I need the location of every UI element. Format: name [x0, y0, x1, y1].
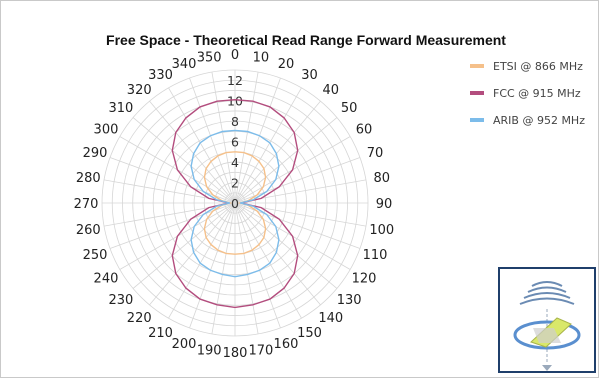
angle-tick-label: 240 [94, 272, 119, 287]
angle-tick-label: 250 [83, 248, 108, 263]
angle-tick-label: 40 [323, 83, 340, 98]
radial-tick-label: 6 [231, 135, 239, 150]
angle-tick-label: 100 [369, 223, 394, 238]
legend-swatch [470, 118, 484, 122]
angle-tick-label: 300 [94, 123, 119, 138]
rfid-tag-antenna-icon [498, 267, 596, 373]
radial-tick-labels: 0 2 4 6 8 10 12 [227, 73, 243, 211]
grid-spoke [234, 202, 281, 329]
angle-tick-label: 120 [352, 272, 377, 287]
angle-tick-label: 350 [197, 50, 222, 65]
grid-spoke [211, 202, 236, 335]
legend-label: ARIB @ 952 MHz [493, 114, 585, 127]
radial-tick-label: 0 [231, 196, 239, 211]
grid-spoke [234, 100, 321, 204]
grid-spoke [211, 71, 236, 204]
series-lines [171, 98, 299, 309]
angle-tick-label: 230 [108, 293, 133, 308]
angle-tick-label: 270 [74, 197, 99, 212]
grid-spoke [234, 202, 338, 289]
grid-spoke [234, 202, 259, 335]
grid-spoke [234, 71, 259, 204]
legend-label: FCC @ 915 MHz [493, 87, 581, 100]
angle-tick-label: 150 [297, 326, 322, 341]
angle-tick-label: 330 [148, 68, 173, 83]
legend-swatch [470, 64, 484, 68]
grid-spoke [234, 87, 302, 204]
angle-tick-label: 160 [274, 337, 299, 352]
grid-spoke [234, 202, 302, 319]
grid-spoke [168, 87, 236, 204]
grid-spoke [149, 202, 236, 306]
angle-tick-label: 90 [376, 197, 393, 212]
angle-tick-label: 340 [172, 57, 197, 72]
angle-tick-label: 110 [363, 248, 388, 263]
angle-tick-label: 310 [108, 101, 133, 116]
angle-tick-label: 260 [76, 223, 101, 238]
polar-grid [101, 69, 369, 337]
series-line-1 [203, 151, 267, 255]
grid-spoke [234, 77, 281, 204]
chart-title: Free Space - Theoretical Read Range Forw… [106, 32, 506, 48]
angle-tick-label: 170 [248, 344, 273, 359]
radial-tick-label: 2 [231, 176, 239, 191]
grid-spoke [189, 77, 236, 204]
angle-tick-label: 70 [367, 146, 384, 161]
angle-tick-label: 180 [223, 346, 248, 361]
angle-tick-label: 30 [301, 68, 318, 83]
radial-tick-label: 8 [231, 114, 239, 129]
grid-spoke [132, 117, 236, 204]
grid-spoke [189, 202, 236, 329]
angle-tick-label: 80 [373, 171, 390, 186]
angle-tick-label: 0 [231, 48, 239, 63]
grid-spoke [132, 202, 236, 289]
legend: ETSI @ 866 MHz FCC @ 915 MHz ARIB @ 952 MH… [470, 60, 585, 127]
grid-spoke [234, 117, 338, 204]
grid-spoke [168, 202, 236, 319]
angle-tick-label: 60 [356, 123, 373, 138]
angle-tick-label: 190 [197, 344, 222, 359]
series-line-3 [190, 129, 280, 278]
angle-tick-label: 130 [337, 293, 362, 308]
angle-tick-label: 140 [318, 311, 343, 326]
radial-tick-label: 12 [227, 73, 243, 88]
grid-spoke [149, 100, 236, 204]
angle-tick-label: 200 [172, 337, 197, 352]
radial-tick-label: 4 [231, 155, 239, 170]
radial-tick-label: 10 [227, 94, 243, 109]
angle-tick-label: 320 [127, 83, 152, 98]
angle-tick-label: 50 [341, 101, 358, 116]
legend-swatch [470, 91, 484, 95]
angle-tick-label: 220 [127, 311, 152, 326]
legend-label: ETSI @ 866 MHz [493, 60, 583, 73]
angle-tick-label: 210 [148, 326, 173, 341]
angle-tick-label: 280 [76, 171, 101, 186]
angle-tick-label: 10 [253, 50, 270, 65]
series-line-2 [171, 98, 299, 309]
angle-tick-labels: 0 10 2030405060708090100110120130140150160… [74, 48, 395, 361]
angle-tick-label: 20 [278, 57, 295, 72]
angle-tick-label: 290 [83, 146, 108, 161]
grid-spoke [234, 202, 321, 306]
